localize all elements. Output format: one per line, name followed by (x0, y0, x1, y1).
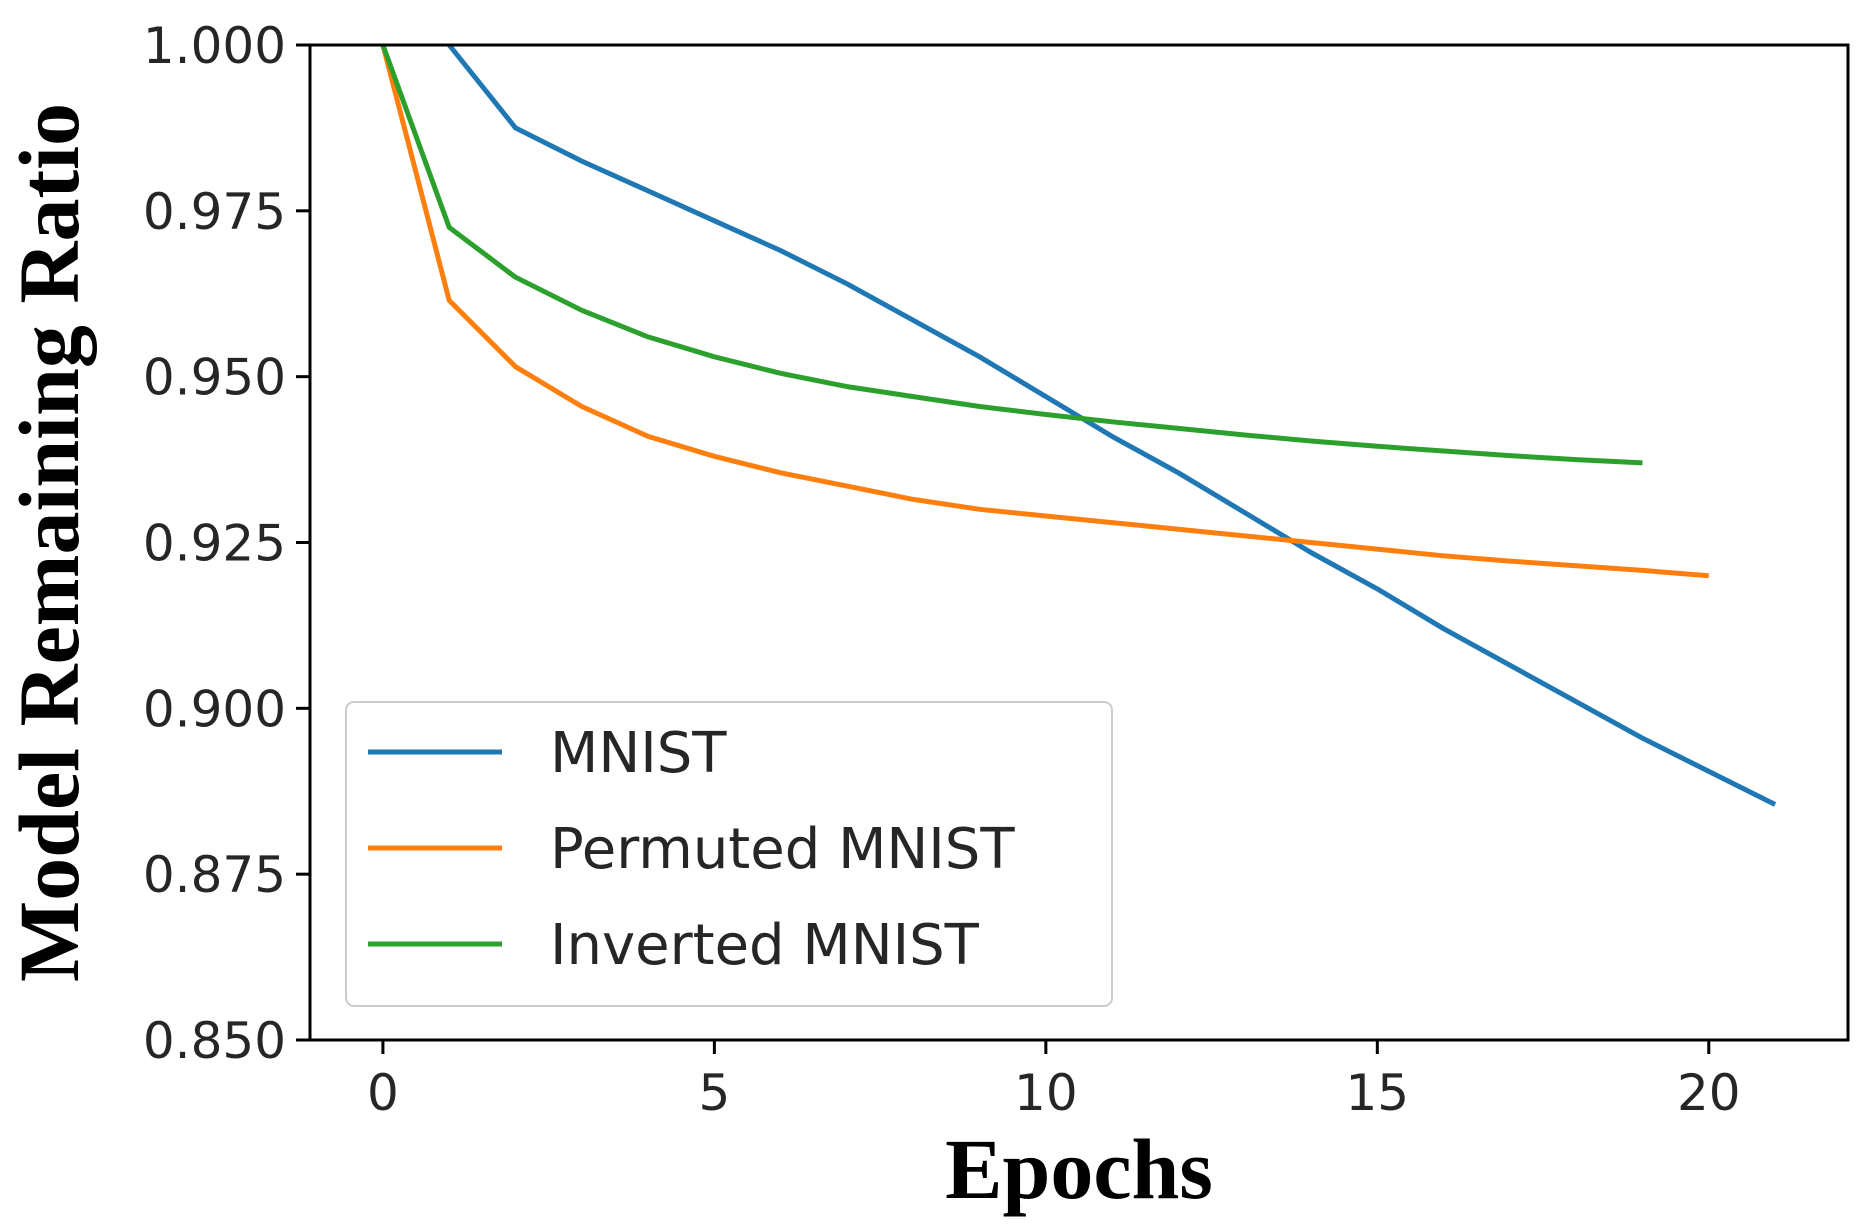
legend-label: MNIST (550, 721, 727, 786)
y-tick-label: 0.925 (143, 515, 286, 573)
y-tick-label: 0.850 (143, 1012, 286, 1070)
x-tick-label: 0 (367, 1064, 399, 1122)
legend-label: Permuted MNIST (550, 817, 1015, 882)
y-tick-label: 0.900 (143, 680, 286, 738)
x-tick-label: 10 (1014, 1064, 1078, 1122)
legend-label: Inverted MNIST (550, 913, 980, 978)
x-tick-label: 15 (1346, 1064, 1410, 1122)
legend-box (345, 701, 1113, 1007)
x-axis-title: Epochs (945, 1121, 1213, 1217)
y-tick-label: 1.000 (143, 17, 286, 75)
x-tick-label: 20 (1677, 1064, 1741, 1122)
series-line-1 (380, 44, 1709, 579)
series-line-0 (447, 43, 1777, 807)
ticks-layer: 0.850 0.875 0.900 0.925 0.950 0.975 1.000 0 5 10 1… (143, 17, 1741, 1122)
y-tick-label: 0.950 (143, 349, 286, 407)
x-tick-label: 5 (698, 1064, 730, 1122)
series-line-2 (380, 44, 1643, 466)
y-axis-title: Model Remaining Ratio (1, 103, 97, 982)
y-tick-label: 0.875 (143, 846, 286, 904)
legend: MNIST Permuted MNIST Inverted MNIST (345, 701, 1113, 1007)
series-layer (380, 43, 1777, 807)
y-tick-label: 0.975 (143, 183, 286, 241)
